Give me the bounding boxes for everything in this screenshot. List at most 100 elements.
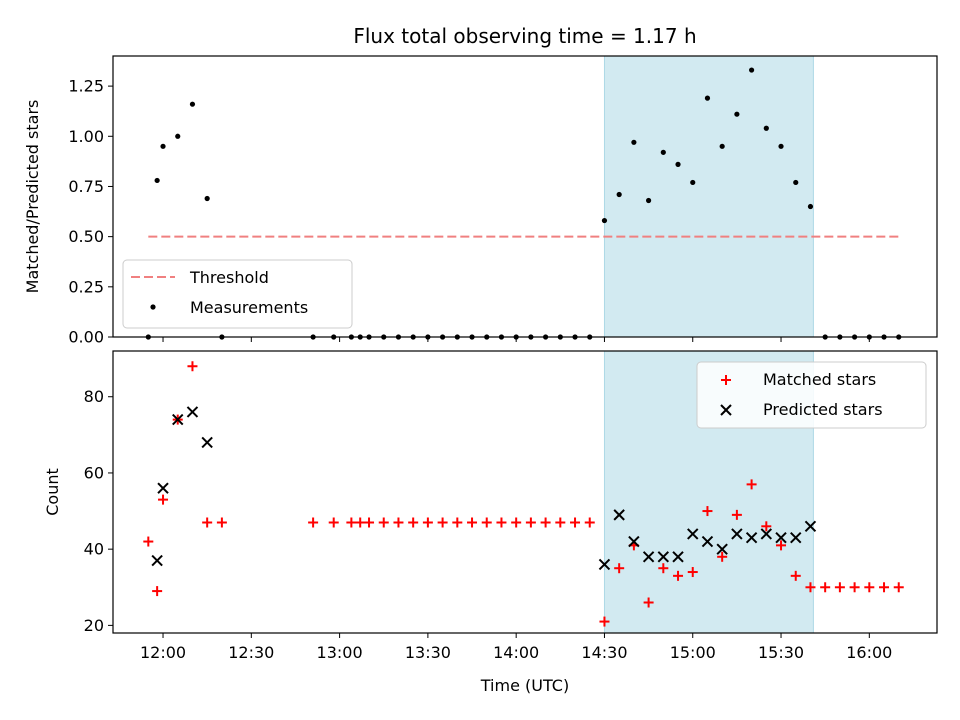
matched-star-point bbox=[216, 517, 227, 528]
matched-star-point bbox=[731, 509, 742, 520]
legend-label: Predicted stars bbox=[763, 400, 883, 419]
x-marker-b bbox=[775, 532, 787, 544]
matched-star-point bbox=[864, 582, 875, 593]
matched-star-point bbox=[496, 517, 507, 528]
x-marker-b bbox=[172, 413, 184, 426]
predicted-star-point bbox=[598, 558, 611, 571]
x-marker-b bbox=[745, 532, 758, 544]
x-marker-b bbox=[720, 404, 732, 416]
x-tick-label: 16:00 bbox=[846, 643, 892, 662]
matched-star-point bbox=[673, 570, 684, 581]
legend-box bbox=[122, 259, 353, 329]
legend-predicted-swatch bbox=[720, 404, 732, 416]
y-axis-label: Matched/Predicted stars bbox=[23, 100, 42, 294]
y-tick-label: 0.50 bbox=[68, 227, 104, 246]
measurement-point bbox=[719, 143, 725, 149]
x-marker-b bbox=[157, 482, 169, 494]
measurement-point bbox=[763, 125, 769, 131]
y-axis-ticks: 0.00 0.25 0.50 0.75 1.00 1.25 bbox=[68, 77, 113, 347]
predicted-star-point bbox=[186, 406, 199, 418]
measurement-point bbox=[690, 179, 696, 186]
measurement-point bbox=[631, 139, 637, 145]
measurement-point bbox=[646, 197, 652, 204]
legend-measurement-swatch bbox=[150, 304, 156, 310]
x-marker-b bbox=[657, 551, 670, 563]
predicted-star-point bbox=[201, 436, 213, 449]
matched-star-point bbox=[437, 517, 448, 528]
predicted-star-point bbox=[657, 551, 670, 563]
x-tick-label: 13:00 bbox=[317, 643, 363, 662]
matched-star-point bbox=[643, 597, 654, 608]
measurement-point bbox=[793, 179, 799, 186]
matched-star-point bbox=[702, 506, 713, 517]
matched-star-point bbox=[820, 582, 831, 593]
measurement-points bbox=[145, 67, 902, 340]
legend-label: Matched stars bbox=[763, 370, 876, 389]
y-tick-label: 80 bbox=[84, 387, 104, 406]
predicted-star-point bbox=[628, 535, 640, 548]
x-tick-label: 14:30 bbox=[581, 643, 627, 662]
matched-star-point bbox=[893, 582, 904, 593]
legend-label: Measurements bbox=[190, 298, 308, 317]
legend: Threshold Measurements bbox=[122, 259, 353, 329]
matched-star-point bbox=[422, 517, 433, 528]
predicted-star-point bbox=[613, 509, 625, 521]
matched-star-point bbox=[158, 494, 169, 505]
y-tick-label: 40 bbox=[84, 540, 104, 559]
measurement-point bbox=[807, 203, 814, 210]
matched-star-point bbox=[202, 517, 213, 528]
predicted-star-point bbox=[775, 532, 787, 544]
x-marker-b bbox=[731, 528, 743, 540]
y-tick-label: 1.25 bbox=[68, 77, 104, 96]
measurement-point bbox=[704, 95, 711, 101]
matched-star-point bbox=[355, 517, 366, 528]
x-marker-b bbox=[186, 406, 199, 418]
x-marker-b bbox=[790, 532, 802, 544]
matched-star-point bbox=[393, 517, 404, 528]
matched-star-point bbox=[570, 517, 581, 528]
measurement-point bbox=[660, 149, 666, 155]
matched-star-point bbox=[408, 517, 419, 528]
y-tick-label: 1.00 bbox=[68, 127, 104, 146]
matched-star-point bbox=[717, 551, 728, 562]
x-tick-label: 15:30 bbox=[758, 643, 804, 662]
x-marker-b bbox=[804, 520, 817, 533]
legend-label: Threshold bbox=[189, 268, 269, 287]
y-tick-label: 0.00 bbox=[68, 328, 104, 347]
x-marker-b bbox=[760, 528, 773, 540]
x-tick-label: 13:30 bbox=[405, 643, 451, 662]
matched-star-point bbox=[614, 563, 625, 574]
matched-star-point bbox=[187, 361, 198, 372]
x-tick-label: 12:30 bbox=[228, 643, 274, 662]
predicted-star-point bbox=[790, 532, 802, 544]
measurement-point bbox=[154, 177, 160, 184]
matched-star-point bbox=[687, 567, 698, 578]
matched-star-point bbox=[152, 586, 163, 597]
axes-frame bbox=[112, 55, 938, 338]
predicted-star-point bbox=[716, 543, 728, 555]
matched-star-point bbox=[555, 517, 566, 528]
matched-star-point bbox=[346, 517, 357, 528]
matched-star-point bbox=[452, 517, 463, 528]
predicted-star-point bbox=[672, 551, 684, 563]
matched-star-point bbox=[584, 517, 595, 528]
matched-star-point bbox=[658, 563, 669, 574]
measurement-point bbox=[734, 111, 740, 117]
y-tick-label: 0.75 bbox=[68, 177, 104, 196]
x-marker-b bbox=[687, 528, 699, 540]
matched-star-point bbox=[511, 517, 522, 528]
matched-star-point bbox=[143, 536, 154, 547]
x-axis-ticks bbox=[162, 337, 870, 342]
matched-star-point bbox=[761, 521, 772, 532]
x-marker-b bbox=[642, 551, 655, 563]
predicted-star-point bbox=[760, 528, 773, 540]
x-marker-b bbox=[701, 535, 714, 548]
measurement-point bbox=[160, 143, 166, 149]
y-axis-ticks: 20 40 60 80 bbox=[84, 387, 113, 635]
highlight-span bbox=[603, 55, 814, 338]
measurement-point bbox=[189, 101, 196, 107]
x-tick-label: 15:00 bbox=[670, 643, 716, 662]
matched-star-point bbox=[481, 517, 492, 528]
predicted-star-point bbox=[804, 520, 817, 533]
